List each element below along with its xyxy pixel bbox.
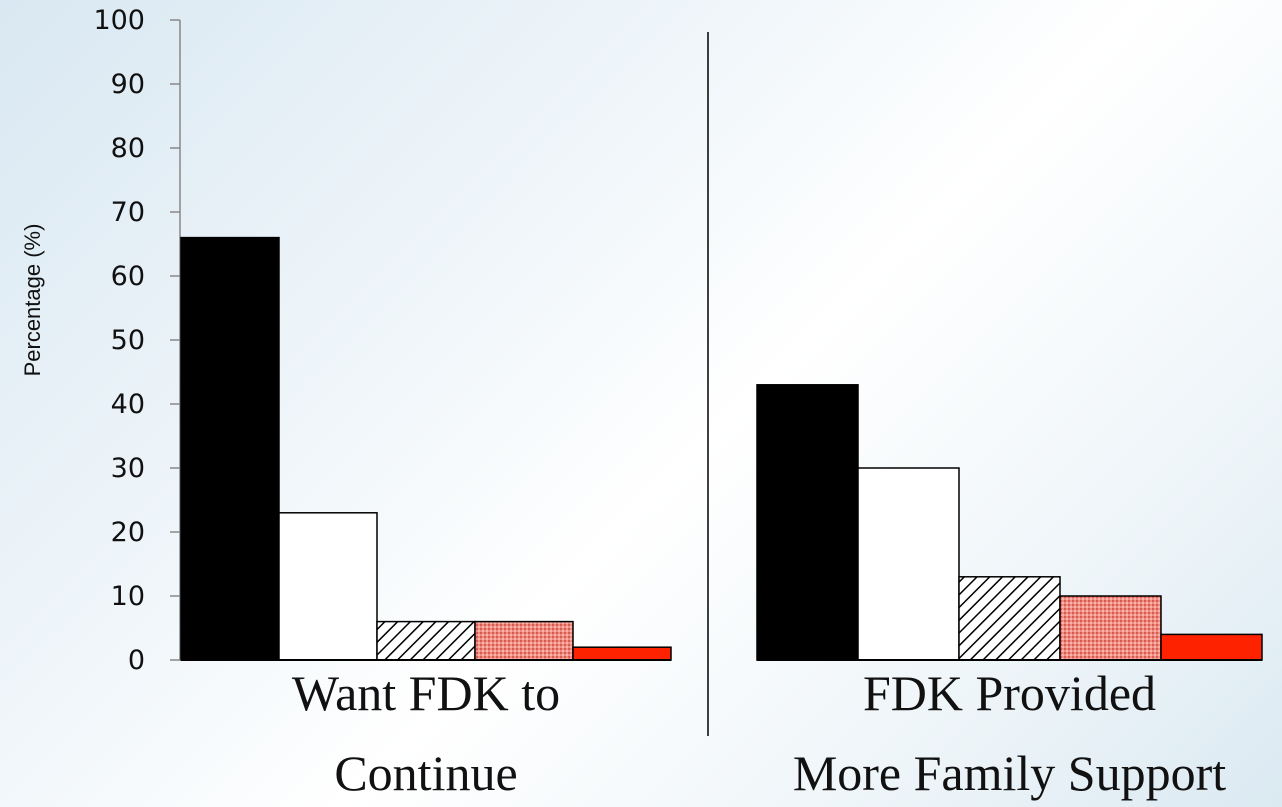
y-tick-label: 60	[111, 261, 145, 292]
y-tick-label: 50	[111, 325, 145, 356]
y-tick-label: 40	[111, 389, 145, 420]
y-axis-label: Percentage (%)	[20, 224, 45, 377]
bar-red-dotted	[474, 620, 574, 661]
bar-solid-red	[1160, 633, 1263, 661]
category-labels: Want FDK to Continue FDK Provided More Fami…	[292, 665, 1226, 801]
bar-red-dotted	[1059, 595, 1162, 661]
bar-white	[278, 512, 378, 661]
y-tick-label: 30	[111, 453, 145, 484]
category-label: FDK Provided	[863, 665, 1156, 721]
bar-solid-black	[756, 384, 859, 661]
y-tick-label: 80	[111, 133, 145, 164]
y-tick-label: 100	[93, 5, 145, 36]
category-label: More Family Support	[793, 745, 1226, 801]
y-axis: 0 10 20 30 40 50 60 70 80 90 100	[93, 5, 181, 676]
bar-white	[857, 467, 960, 661]
category-label: Continue	[334, 745, 517, 801]
bar-solid-black	[180, 236, 280, 661]
bars	[180, 236, 1263, 661]
y-tick-label: 10	[111, 581, 145, 612]
y-tick-label: 70	[111, 197, 145, 228]
y-tick-label: 0	[128, 645, 145, 676]
bar-diagonal-hatch	[376, 620, 476, 661]
bar-solid-red	[572, 646, 672, 661]
y-tick-label: 20	[111, 517, 145, 548]
bar-diagonal-hatch	[958, 576, 1061, 661]
y-tick-label: 90	[111, 69, 145, 100]
category-label: Want FDK to	[292, 665, 560, 721]
